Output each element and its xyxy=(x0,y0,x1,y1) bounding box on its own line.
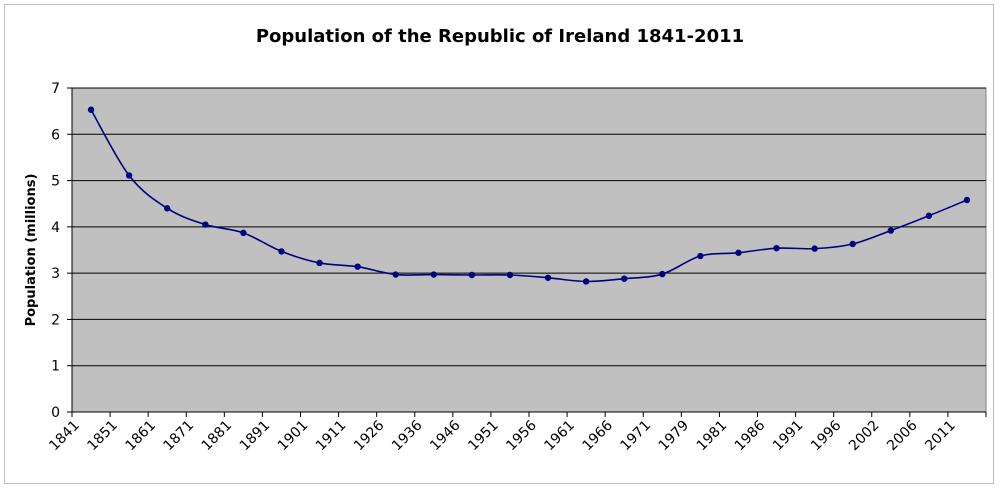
data-point xyxy=(621,275,628,282)
data-point xyxy=(87,106,95,113)
y-tick-label: 4 xyxy=(51,220,60,236)
y-axis-label: Population (millions) xyxy=(24,174,39,327)
data-point xyxy=(582,278,590,285)
x-tick-label: 1986 xyxy=(732,417,769,454)
y-tick-label: 5 xyxy=(51,174,60,190)
data-point xyxy=(849,240,856,248)
y-axis: 0 1 2 3 4 5 6 7 xyxy=(51,81,73,421)
data-point xyxy=(811,245,818,252)
x-tick-label: 1871 xyxy=(161,418,198,455)
x-tick-label: 1881 xyxy=(199,418,236,455)
data-point xyxy=(963,196,971,204)
data-point xyxy=(735,249,742,256)
gridlines xyxy=(72,87,986,367)
y-tick-label: 7 xyxy=(51,81,60,97)
x-tick-label: 1971 xyxy=(618,418,655,455)
x-tick-label: 1861 xyxy=(122,418,159,455)
data-point xyxy=(544,274,552,281)
data-point xyxy=(697,252,704,260)
x-tick-label: 1956 xyxy=(503,417,540,454)
data-point xyxy=(468,271,476,279)
x-tick-label: 1991 xyxy=(770,418,807,455)
y-tick-label: 2 xyxy=(51,312,60,328)
data-point xyxy=(125,172,133,179)
data-point xyxy=(316,259,323,267)
x-tick-label: 1966 xyxy=(579,417,616,454)
x-tick-label: 1979 xyxy=(656,418,693,455)
data-point xyxy=(392,271,399,278)
x-tick-label: 1851 xyxy=(84,418,121,455)
x-tick-label: 1981 xyxy=(694,418,731,455)
data-points xyxy=(87,106,971,285)
data-point xyxy=(773,244,780,252)
x-tick-label: 1946 xyxy=(427,417,464,454)
x-tick-label: 2002 xyxy=(846,418,883,455)
x-tick-label: 1891 xyxy=(237,418,274,455)
y-tick-label: 0 xyxy=(51,405,60,421)
plot-area xyxy=(71,87,987,413)
data-point xyxy=(164,205,171,212)
x-tick-label: 1996 xyxy=(808,417,845,454)
x-tick-label: 1926 xyxy=(351,417,388,454)
x-tick-label: 1961 xyxy=(541,418,578,455)
y-tick-label: 3 xyxy=(51,266,60,282)
data-point xyxy=(278,248,285,255)
chart-title: Population of the Republic of Ireland 18… xyxy=(256,26,744,47)
x-tick-label: 1841 xyxy=(46,418,83,455)
data-point xyxy=(240,229,247,237)
data-point xyxy=(354,263,361,270)
x-tick-label: 1911 xyxy=(313,418,350,455)
x-tick-label: 1901 xyxy=(275,418,312,455)
data-point xyxy=(925,212,933,219)
y-tick-label: 1 xyxy=(51,359,60,375)
x-tick-label: 1936 xyxy=(389,417,426,454)
x-tick-label: 1951 xyxy=(465,418,502,455)
data-point xyxy=(506,271,514,279)
data-point xyxy=(659,270,666,278)
data-point xyxy=(887,227,894,234)
x-tick-label: 2011 xyxy=(922,418,959,455)
data-point xyxy=(202,221,209,228)
y-tick-label: 6 xyxy=(51,127,60,143)
x-axis: 1841 1851 1861 1871 1881 1891 1901 1911 1926 1936… xyxy=(46,411,987,455)
x-tick-label: 2006 xyxy=(884,417,921,454)
data-point xyxy=(430,271,437,278)
